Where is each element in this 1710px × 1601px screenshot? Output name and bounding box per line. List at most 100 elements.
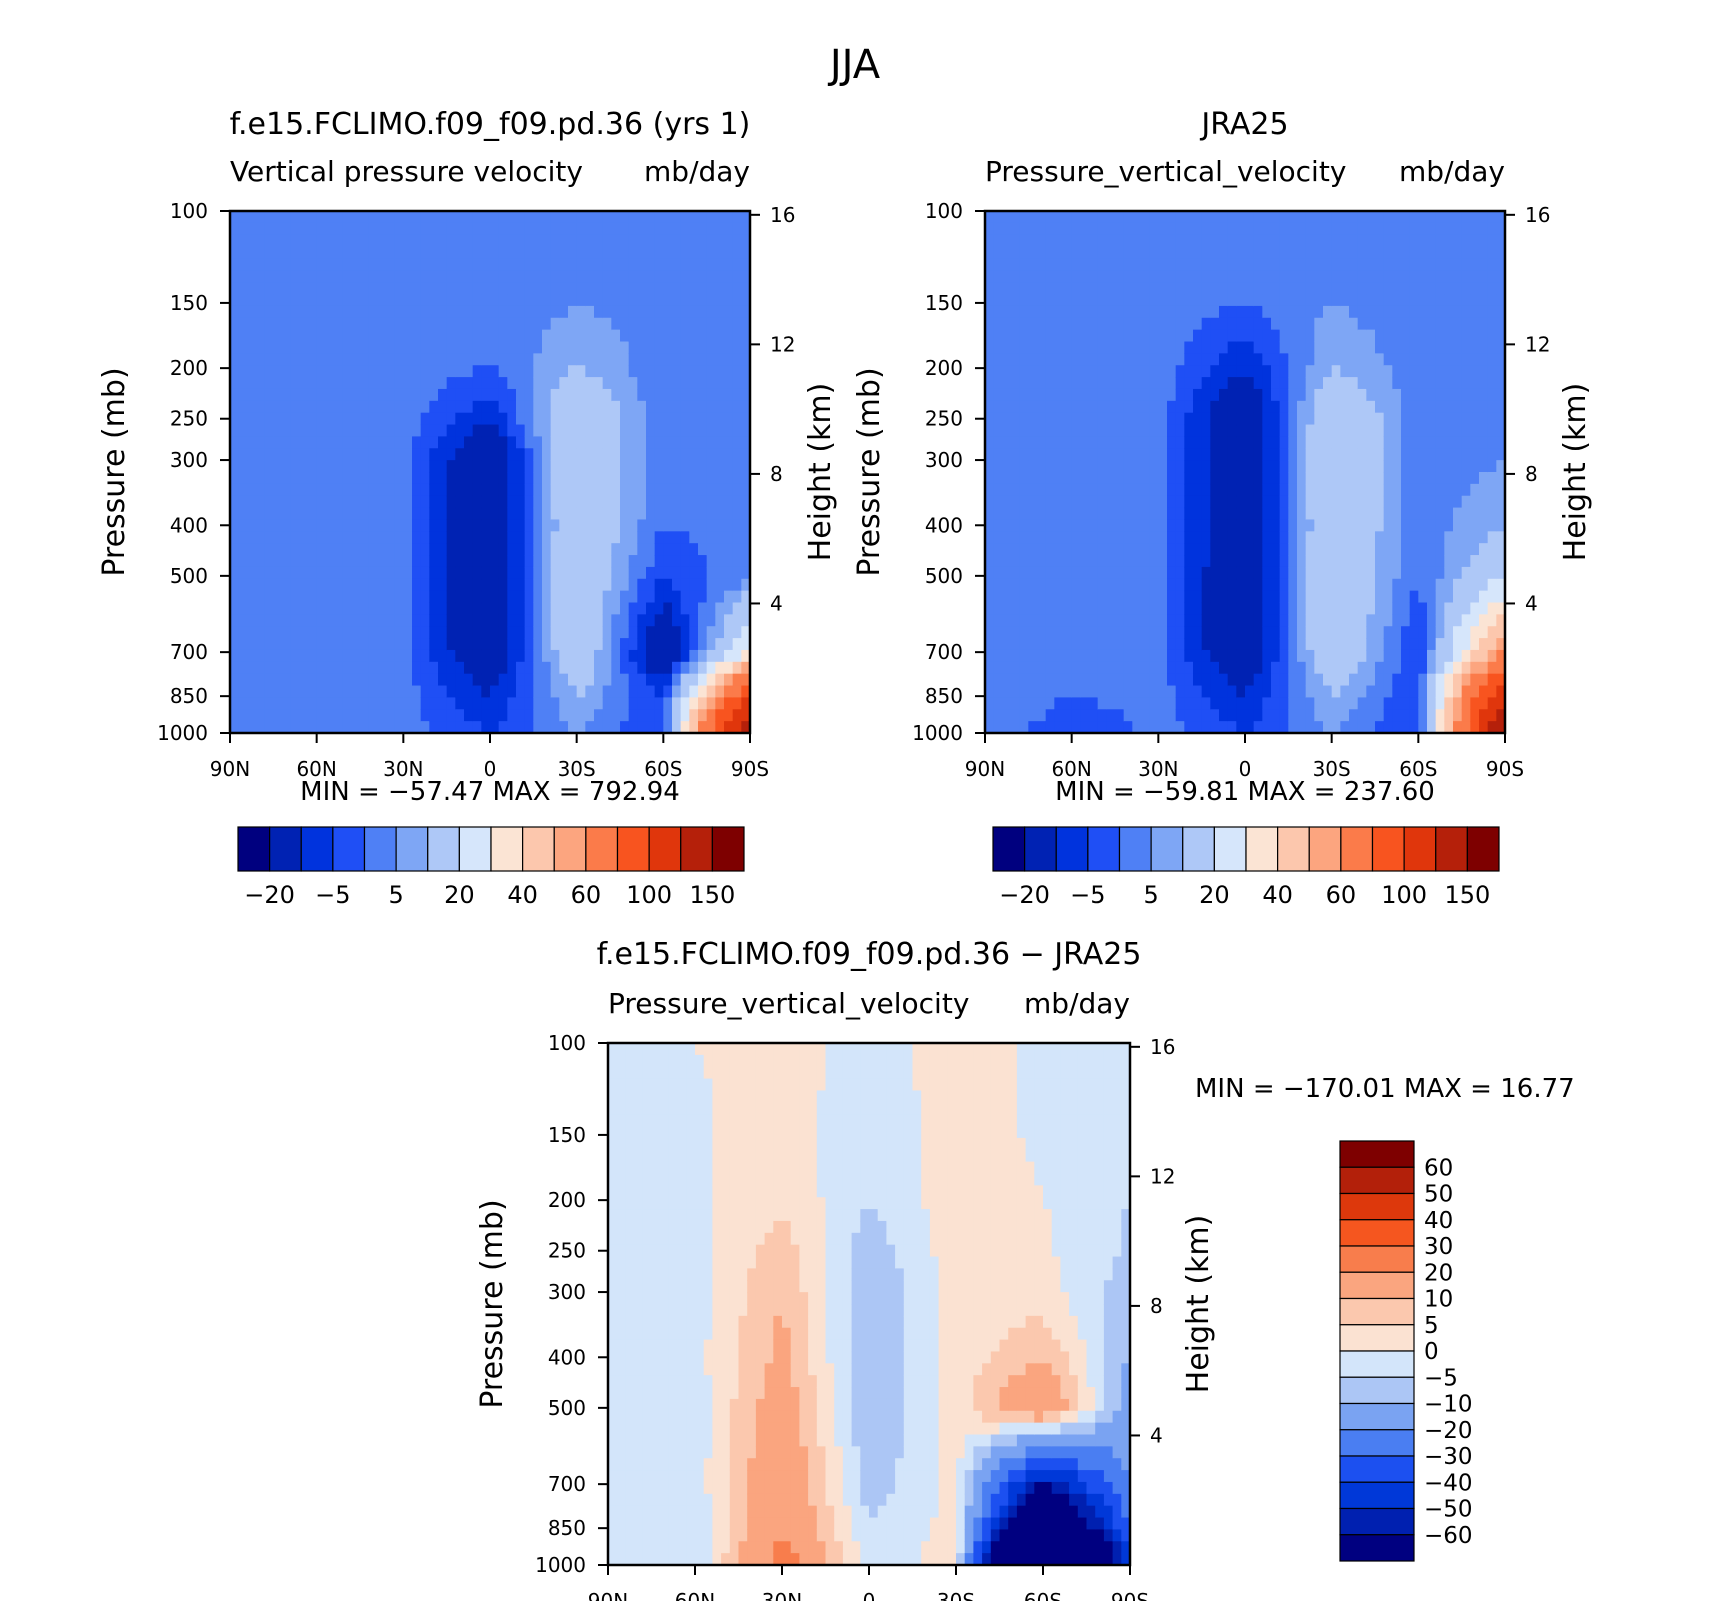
- field-cell: [524, 578, 534, 592]
- field-cell: [1141, 270, 1151, 283]
- field-cell: [282, 448, 292, 461]
- field-cell: [1097, 412, 1107, 426]
- field-cell: [1115, 388, 1125, 402]
- field-cell: [420, 685, 430, 699]
- field-cell: [420, 626, 430, 639]
- field-cell: [1236, 590, 1246, 604]
- field-cell: [1037, 661, 1047, 675]
- field-cell: [1167, 661, 1177, 675]
- field-cell: [351, 721, 361, 734]
- field-cell: [1167, 602, 1177, 615]
- field-cell: [1167, 388, 1177, 402]
- field-cell: [464, 211, 474, 224]
- field-cell: [550, 709, 560, 722]
- field-cell: [1392, 222, 1402, 236]
- field-cell: [308, 329, 318, 343]
- field-cell: [689, 495, 699, 509]
- field-cell: [1253, 543, 1263, 556]
- field-cell: [1323, 365, 1333, 378]
- field-cell: [498, 638, 508, 651]
- field-cell: [316, 566, 326, 580]
- field-cell: [498, 614, 508, 627]
- field-cell: [394, 234, 404, 248]
- field-cell: [559, 282, 569, 295]
- field-cell: [1401, 578, 1411, 592]
- field-cell: [1193, 661, 1203, 675]
- field-cell: [1071, 697, 1081, 710]
- field-cell: [1392, 258, 1402, 271]
- field-cell: [533, 436, 543, 449]
- field-cell: [1253, 388, 1263, 402]
- field-cell: [654, 424, 664, 438]
- field-cell: [1305, 578, 1315, 592]
- field-cell: [516, 329, 526, 343]
- field-cell: [1210, 460, 1220, 473]
- field-cell: [342, 472, 352, 485]
- field-cell: [594, 341, 604, 354]
- field-cell: [1019, 317, 1029, 331]
- field-cell: [550, 721, 560, 734]
- field-cell: [446, 495, 456, 509]
- field-cell: [1227, 222, 1237, 236]
- field-cell: [1262, 388, 1272, 402]
- field-cell: [446, 709, 456, 722]
- field-cell: [654, 400, 664, 414]
- field-cell: [1210, 305, 1220, 319]
- field-cell: [299, 412, 309, 426]
- field-cell: [1331, 222, 1341, 236]
- field-cell: [316, 377, 326, 390]
- field-cell: [1323, 329, 1333, 343]
- field-cell: [689, 638, 699, 651]
- field-cell: [1375, 282, 1385, 295]
- field-cell: [1184, 222, 1194, 236]
- field-cell: [1245, 412, 1255, 426]
- field-cell: [299, 448, 309, 461]
- field-cell: [1297, 472, 1307, 485]
- field-cell: [1418, 519, 1428, 532]
- field-cell: [1331, 638, 1341, 651]
- field-cell: [706, 673, 716, 687]
- field-cell: [1141, 305, 1151, 319]
- field-cell: [1089, 377, 1099, 390]
- field-cell: [1340, 697, 1350, 710]
- field-cell: [654, 388, 664, 402]
- field-cell: [290, 721, 300, 734]
- field-cell: [308, 614, 318, 627]
- field-cell: [247, 566, 257, 580]
- field-cell: [264, 424, 274, 438]
- field-cell: [1089, 721, 1099, 734]
- field-cell: [628, 412, 638, 426]
- field-cell: [438, 294, 448, 307]
- field-cell: [1297, 222, 1307, 236]
- field-cell: [490, 673, 500, 687]
- field-cell: [672, 234, 682, 248]
- field-cell: [1305, 590, 1315, 604]
- field-cell: [446, 246, 456, 260]
- field-cell: [386, 578, 396, 592]
- field-cell: [1357, 234, 1367, 248]
- field-cell: [628, 566, 638, 580]
- field-cell: [1149, 270, 1159, 283]
- field-cell: [993, 566, 1003, 580]
- field-cell: [1175, 246, 1185, 260]
- field-cell: [1253, 519, 1263, 532]
- field-cell: [663, 258, 673, 271]
- field-cell: [1288, 412, 1298, 426]
- field-cell: [1357, 555, 1367, 568]
- field-cell: [1409, 709, 1419, 722]
- field-cell: [247, 460, 257, 473]
- field-cell: [672, 294, 682, 307]
- field-cell: [1210, 697, 1220, 710]
- field-cell: [455, 258, 465, 271]
- field-cell: [247, 519, 257, 532]
- field-cell: [1357, 638, 1367, 651]
- field-cell: [576, 412, 586, 426]
- field-cell: [455, 673, 465, 687]
- field-cell: [654, 270, 664, 283]
- field-cell: [1097, 697, 1107, 710]
- field-cell: [1184, 507, 1194, 521]
- field-cell: [446, 519, 456, 532]
- field-cell: [1011, 341, 1021, 354]
- field-cell: [611, 721, 621, 734]
- field-cell: [1236, 578, 1246, 592]
